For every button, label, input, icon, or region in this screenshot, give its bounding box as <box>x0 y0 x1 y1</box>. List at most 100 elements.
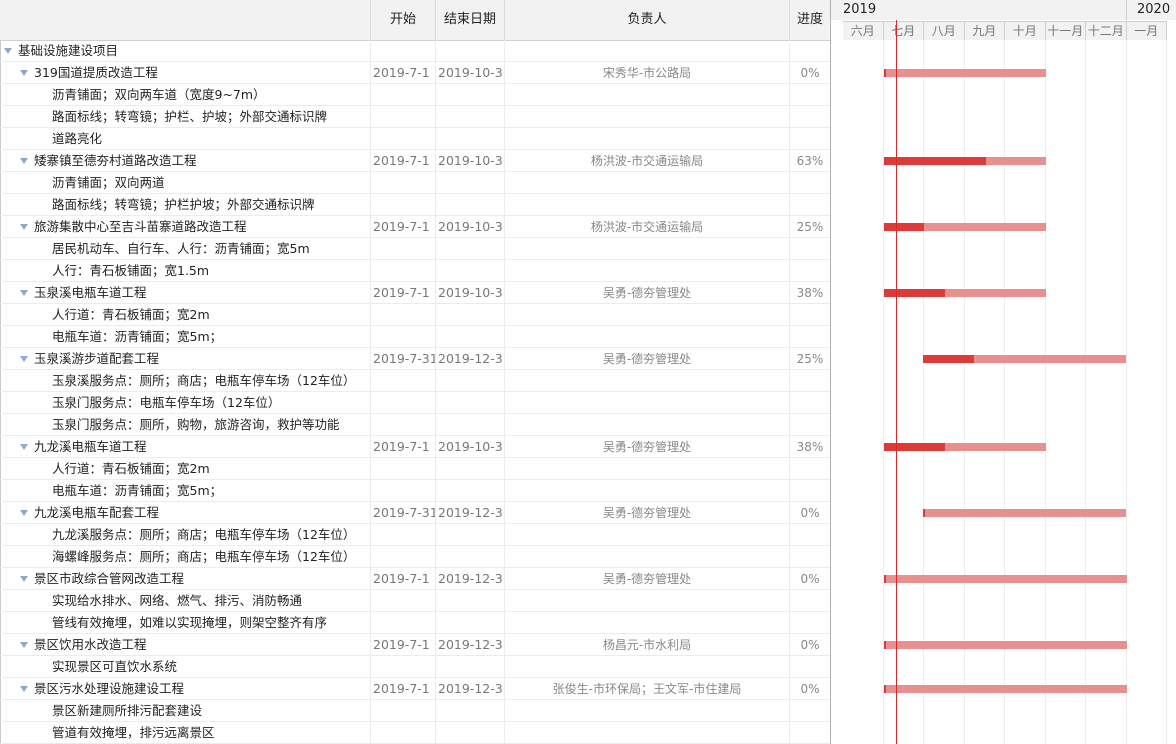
subtask-row[interactable]: 实现景区可直饮水系统 <box>0 656 830 678</box>
start-date-cell[interactable] <box>371 194 436 216</box>
progress-cell[interactable]: 25% <box>790 216 830 238</box>
end-date-cell[interactable] <box>436 480 505 502</box>
owner-cell[interactable]: 吴勇-德夯管理处 <box>505 568 790 590</box>
start-date-cell[interactable] <box>371 128 436 150</box>
owner-cell[interactable]: 杨昌元-市水利局 <box>505 634 790 656</box>
progress-cell[interactable] <box>790 392 830 414</box>
expand-toggle-icon[interactable] <box>20 575 28 582</box>
task-name-cell[interactable]: 人行道：青石板铺面；宽2m <box>0 304 371 326</box>
end-date-cell[interactable] <box>436 194 505 216</box>
task-row[interactable]: 玉泉溪游步道配套工程 2019-7-31 2019-12-31 吴勇-德夯管理处 25% <box>0 348 830 370</box>
end-date-cell[interactable] <box>436 722 505 744</box>
subtask-row[interactable]: 玉泉溪服务点：厕所；商店；电瓶车停车场（12车位） <box>0 370 830 392</box>
subtask-row[interactable]: 管线有效掩埋，如难以实现掩埋，则架空整齐有序 <box>0 612 830 634</box>
owner-cell[interactable] <box>505 414 790 436</box>
end-date-cell[interactable]: 2019-10-31 <box>436 62 505 84</box>
end-date-cell[interactable]: 2019-10-31 <box>436 150 505 172</box>
owner-cell[interactable] <box>505 590 790 612</box>
subtask-row[interactable]: 九龙溪服务点：厕所；商店；电瓶车停车场（12车位） <box>0 524 830 546</box>
owner-cell[interactable] <box>505 106 790 128</box>
end-date-cell[interactable] <box>436 546 505 568</box>
task-name-cell[interactable]: 沥青铺面；双向两道 <box>0 172 371 194</box>
start-date-cell[interactable] <box>371 458 436 480</box>
subtask-row[interactable]: 人行：青石板铺面；宽1.5m <box>0 260 830 282</box>
task-name-cell[interactable]: 人行：青石板铺面；宽1.5m <box>0 260 371 282</box>
progress-cell[interactable] <box>790 128 830 150</box>
owner-cell[interactable] <box>505 128 790 150</box>
expand-toggle-icon[interactable] <box>20 509 28 516</box>
task-name-cell[interactable]: 九龙溪电瓶车道工程 <box>0 436 371 458</box>
start-date-cell[interactable] <box>371 656 436 678</box>
start-date-cell[interactable] <box>371 40 436 62</box>
task-name-cell[interactable]: 九龙溪电瓶车配套工程 <box>0 502 371 524</box>
gantt-task-bar[interactable] <box>883 223 1046 231</box>
owner-cell[interactable] <box>505 612 790 634</box>
progress-cell[interactable]: 25% <box>790 348 830 370</box>
subtask-row[interactable]: 电瓶车道：沥青铺面；宽5m； <box>0 326 830 348</box>
task-row[interactable]: 九龙溪电瓶车配套工程 2019-7-31 2019-12-31 吴勇-德夯管理处 0% <box>0 502 830 524</box>
expand-toggle-icon[interactable] <box>20 685 28 692</box>
owner-cell[interactable] <box>505 326 790 348</box>
progress-cell[interactable] <box>790 656 830 678</box>
gantt-task-bar[interactable] <box>883 157 1046 165</box>
end-date-cell[interactable] <box>436 128 505 150</box>
owner-cell[interactable]: 杨洪波-市交通运输局 <box>505 150 790 172</box>
expand-toggle-icon[interactable] <box>20 641 28 648</box>
subtask-row[interactable]: 景区新建厕所排污配套建设 <box>0 700 830 722</box>
task-row[interactable]: 九龙溪电瓶车道工程 2019-7-1 2019-10-31 吴勇-德夯管理处 38% <box>0 436 830 458</box>
column-header-progress[interactable]: 进度 <box>796 12 823 27</box>
subtask-row[interactable]: 路面标线；转弯镜；护栏、护坡；外部交通标识牌 <box>0 106 830 128</box>
task-name-cell[interactable]: 居民机动车、自行车、人行：沥青铺面；宽5m <box>0 238 371 260</box>
column-header-owner[interactable]: 负责人 <box>505 0 790 40</box>
start-date-cell[interactable]: 2019-7-31 <box>371 348 436 370</box>
expand-toggle-icon[interactable] <box>20 69 28 76</box>
owner-cell[interactable] <box>505 546 790 568</box>
owner-cell[interactable]: 吴勇-德夯管理处 <box>505 502 790 524</box>
progress-cell[interactable] <box>790 40 830 62</box>
subtask-row[interactable]: 电瓶车道：沥青铺面；宽5m； <box>0 480 830 502</box>
expand-toggle-icon[interactable] <box>20 443 28 450</box>
end-date-cell[interactable] <box>436 260 505 282</box>
end-date-cell[interactable]: 2019-10-31 <box>436 216 505 238</box>
owner-cell[interactable] <box>505 172 790 194</box>
end-date-cell[interactable]: 2019-12-31 <box>436 502 505 524</box>
subtask-row[interactable]: 玉泉门服务点：电瓶车停车场（12车位） <box>0 392 830 414</box>
progress-cell[interactable]: 38% <box>790 282 830 304</box>
start-date-cell[interactable]: 2019-7-31 <box>371 502 436 524</box>
start-date-cell[interactable] <box>371 326 436 348</box>
task-row[interactable]: 矮寨镇至德夯村道路改造工程 2019-7-1 2019-10-31 杨洪波-市交通运输… <box>0 150 830 172</box>
task-name-cell[interactable]: 玉泉溪游步道配套工程 <box>0 348 371 370</box>
start-date-cell[interactable] <box>371 106 436 128</box>
task-name-cell[interactable]: 管线有效掩埋，如难以实现掩埋，则架空整齐有序 <box>0 612 371 634</box>
task-name-cell[interactable]: 路面标线；转弯镜；护栏护坡；外部交通标识牌 <box>0 194 371 216</box>
expand-toggle-icon[interactable] <box>20 289 28 296</box>
task-row[interactable]: 景区污水处理设施建设工程 2019-7-1 2019-12-31 张俊生-市环保局；王… <box>0 678 830 700</box>
start-date-cell[interactable] <box>371 480 436 502</box>
task-row[interactable]: 景区市政综合管网改造工程 2019-7-1 2019-12-31 吴勇-德夯管理处 0% <box>0 568 830 590</box>
task-name-cell[interactable]: 道路亮化 <box>0 128 371 150</box>
start-date-cell[interactable] <box>371 546 436 568</box>
progress-cell[interactable] <box>790 722 830 744</box>
gantt-task-bar[interactable] <box>922 355 1127 363</box>
task-name-cell[interactable]: 玉泉门服务点：电瓶车停车场（12车位） <box>0 392 371 414</box>
column-header-start[interactable]: 开始 <box>371 0 436 40</box>
end-date-cell[interactable]: 2019-12-31 <box>436 568 505 590</box>
end-date-cell[interactable] <box>436 40 505 62</box>
gantt-task-bar[interactable] <box>883 685 1127 693</box>
subtask-row[interactable]: 管道有效掩埋，排污远离景区 <box>0 722 830 744</box>
owner-cell[interactable]: 吴勇-德夯管理处 <box>505 348 790 370</box>
task-name-cell[interactable]: 玉泉溪服务点：厕所；商店；电瓶车停车场（12车位） <box>0 370 371 392</box>
start-date-cell[interactable] <box>371 260 436 282</box>
owner-cell[interactable]: 张俊生-市环保局；王文军-市住建局 <box>505 678 790 700</box>
progress-cell[interactable] <box>790 480 830 502</box>
task-name-cell[interactable]: 沥青铺面；双向两车道（宽度9~7m） <box>0 84 371 106</box>
start-date-cell[interactable] <box>371 392 436 414</box>
end-date-cell[interactable] <box>436 304 505 326</box>
start-date-cell[interactable]: 2019-7-1 <box>371 678 436 700</box>
owner-cell[interactable] <box>505 722 790 744</box>
gantt-task-bar[interactable] <box>883 641 1127 649</box>
start-date-cell[interactable] <box>371 172 436 194</box>
gantt-task-bar[interactable] <box>883 69 1046 77</box>
owner-cell[interactable] <box>505 84 790 106</box>
end-date-cell[interactable] <box>436 700 505 722</box>
